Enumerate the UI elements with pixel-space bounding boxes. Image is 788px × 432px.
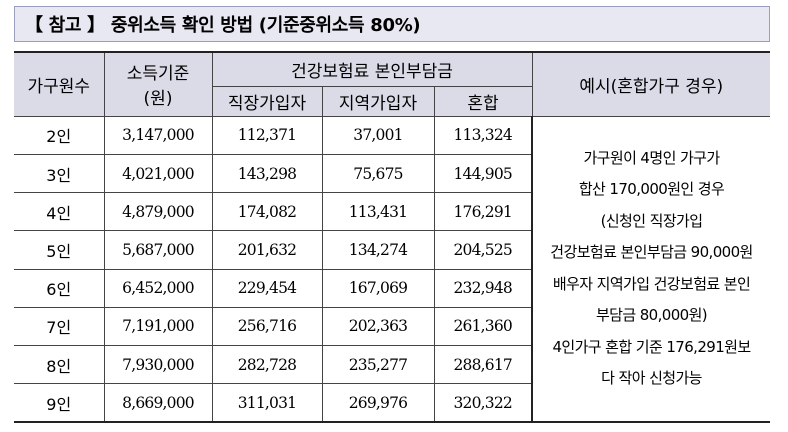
members-cell: 4인 xyxy=(14,192,105,232)
example-line: 배우자 지역가입 건강보험료 본인 xyxy=(552,274,751,293)
mixed-cell: 113,324 xyxy=(433,115,534,156)
example-cell: 가구원이 4명인 가구가 합산 170,000원인 경우 (신청인 직장가입 건… xyxy=(531,115,771,423)
members-cell: 8인 xyxy=(14,345,105,385)
employee-cell: 229,454 xyxy=(211,268,323,308)
mixed-cell: 261,360 xyxy=(433,306,534,347)
header-income-line2: (원) xyxy=(143,89,173,110)
employee-cell: 311,031 xyxy=(211,383,323,422)
members-cell: 3인 xyxy=(14,154,105,194)
median-income-table: 가구원수 소득기준 (원) 건강보험료 본인부담금 예시(혼합가구 경우) 직장… xyxy=(14,51,771,423)
example-line: 건강보험료 본인부담금 90,000원 xyxy=(550,243,753,262)
example-line: 합산 170,000원인 경우 xyxy=(578,180,725,199)
members-cell: 5인 xyxy=(14,230,105,270)
example-line: (신청인 직장가입 xyxy=(600,211,703,230)
regional-cell: 37,001 xyxy=(321,115,435,156)
employee-cell: 256,716 xyxy=(211,306,323,347)
example-line: 부담금 80,000원) xyxy=(595,306,708,325)
members-cell: 9인 xyxy=(14,383,105,422)
mixed-cell: 320,322 xyxy=(433,383,534,422)
income-cell: 4,021,000 xyxy=(103,154,213,194)
mixed-cell: 288,617 xyxy=(433,345,534,385)
header-employee: 직장가입자 xyxy=(212,85,323,117)
mixed-cell: 204,525 xyxy=(433,230,534,270)
mixed-cell: 232,948 xyxy=(433,268,534,308)
employee-cell: 282,728 xyxy=(211,345,323,385)
mixed-cell: 144,905 xyxy=(433,154,534,194)
employee-cell: 143,298 xyxy=(211,154,323,194)
members-cell: 7인 xyxy=(14,306,105,347)
income-cell: 3,147,000 xyxy=(103,115,213,156)
example-line: 가구원이 4명인 가구가 xyxy=(583,148,720,167)
table-row: 2인 3,147,000 112,371 37,001 113,324 가구원이… xyxy=(14,115,771,423)
mixed-cell: 176,291 xyxy=(433,192,534,232)
table-row: 8인 7,930,000 282,728 235,277 288,617 xyxy=(14,345,770,385)
members-cell: 6인 xyxy=(14,268,105,308)
employee-cell: 174,082 xyxy=(211,192,323,232)
page-title: 【 참고 】 중위소득 확인 방법 (기준중위소득 80%) xyxy=(14,6,770,42)
table-row: 6인 6,452,000 229,454 167,069 232,948 xyxy=(14,268,770,308)
table-row: 3인 4,021,000 143,298 75,675 144,905 xyxy=(14,154,770,194)
example-line: 4인가구 혼합 기준 176,291원보 xyxy=(552,337,751,356)
header-premium-group: 건강보험료 본인부담금 xyxy=(211,52,533,87)
income-cell: 7,930,000 xyxy=(103,345,213,385)
income-cell: 4,879,000 xyxy=(103,192,213,232)
regional-cell: 202,363 xyxy=(321,306,435,347)
regional-cell: 167,069 xyxy=(321,268,435,308)
income-cell: 6,452,000 xyxy=(103,268,213,308)
members-cell: 2인 xyxy=(14,115,105,156)
employee-cell: 112,371 xyxy=(211,115,323,156)
income-cell: 7,191,000 xyxy=(103,306,213,347)
regional-cell: 134,274 xyxy=(321,230,435,270)
regional-cell: 75,675 xyxy=(321,154,435,194)
regional-cell: 269,976 xyxy=(321,383,435,422)
table-row: 4인 4,879,000 174,082 113,431 176,291 xyxy=(14,192,770,232)
income-cell: 8,669,000 xyxy=(103,383,213,422)
employee-cell: 201,632 xyxy=(211,230,323,270)
header-example: 예시(혼합가구 경우) xyxy=(531,52,771,117)
regional-cell: 113,431 xyxy=(321,192,435,232)
regional-cell: 235,277 xyxy=(321,345,435,385)
income-cell: 5,687,000 xyxy=(103,230,213,270)
header-mixed: 혼합 xyxy=(433,85,533,117)
header-members: 가구원수 xyxy=(14,52,105,117)
table-row: 9인 8,669,000 311,031 269,976 320,322 xyxy=(14,383,770,422)
example-line: 다 작아 신청가능 xyxy=(601,369,702,388)
header-income: 소득기준 (원) xyxy=(103,52,213,117)
header-income-line1: 소득기준 xyxy=(126,64,190,85)
header-regional: 지역가입자 xyxy=(321,85,435,117)
